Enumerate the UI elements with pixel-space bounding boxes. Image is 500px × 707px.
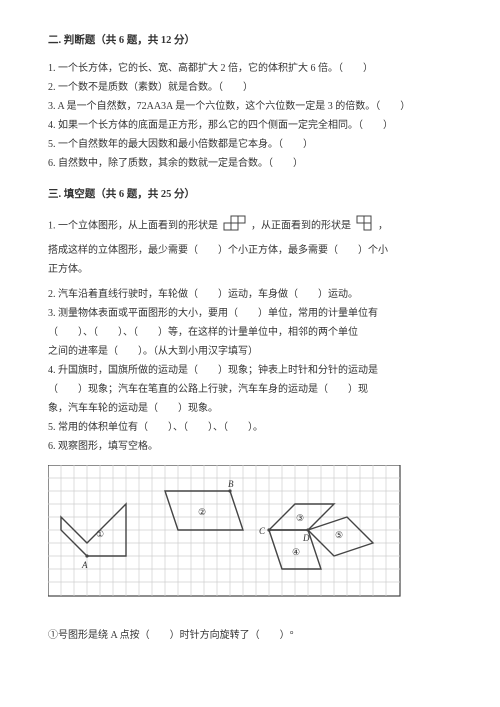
footer-question: ①号图形是绕 A 点按（ ）时针方向旋转了（ ）° xyxy=(48,627,452,644)
s2-q5: 5. 一个自然数年的最大因数和最小倍数都是它本身。（ ） xyxy=(48,136,452,153)
s3-q3a: 3. 测量物体表面或平面图形的大小，要用（ ）单位，常用的计量单位有 xyxy=(48,305,452,322)
s3-q1-line1: 1. 一个立体图形，从上面看到的形状是 ，从正面看到的形状是 xyxy=(48,214,452,238)
svg-text:⑤: ⑤ xyxy=(335,530,343,540)
s3-q1-line3: 正方体。 xyxy=(48,261,452,278)
svg-text:A: A xyxy=(81,560,88,570)
s3-q4c: 象，汽车车轮的运动是（ ）现象。 xyxy=(48,400,452,417)
svg-text:C: C xyxy=(259,526,266,536)
s3-q2: 2. 汽车沿着直线行驶时，车轮做（ ）运动，车身做（ ）运动。 xyxy=(48,286,452,303)
grid-svg: A B C D ① ② ③ ④ ⑤ xyxy=(48,465,408,603)
s3-q6: 6. 观察图形，填写空格。 xyxy=(48,438,452,455)
section-fill: 三. 填空题（共 6 题，共 25 分） 1. 一个立体图形，从上面看到的形状是… xyxy=(48,186,452,644)
shape-top-view-icon xyxy=(223,214,247,238)
s3-q1c: ， xyxy=(378,220,388,231)
s3-q3c: 之间的进率是（ ）。（从大到小用汉字填写） xyxy=(48,343,452,360)
s3-q1-line2: 搭成这样的立体图形，最少需要（ ）个小正方体，最多需要（ ）个小 xyxy=(48,242,452,259)
section-judgment: 二. 判断题（共 6 题，共 12 分） 1. 一个长方体，它的长、宽、高都扩大… xyxy=(48,32,452,172)
s3-q4a: 4. 升国旗时，国旗所做的运动是（ ）现象；钟表上时针和分针的运动是 xyxy=(48,362,452,379)
s3-q1a: 1. 一个立体图形，从上面看到的形状是 xyxy=(48,220,218,231)
s2-q4: 4. 如果一个长方体的底面是正方形，那么它的四个侧面一定完全相同。（ ） xyxy=(48,117,452,134)
s3-q1b: ，从正面看到的形状是 xyxy=(251,220,351,231)
s2-q1: 1. 一个长方体，它的长、宽、高都扩大 2 倍，它的体积扩大 6 倍。（ ） xyxy=(48,60,452,77)
s2-q2: 2. 一个数不是质数（素数）就是合数。（ ） xyxy=(48,79,452,96)
svg-text:④: ④ xyxy=(292,547,300,557)
s2-q3: 3. A 是一个自然数，72AA3A 是一个六位数，这个六位数一定是 3 的倍数… xyxy=(48,98,452,115)
s3-q5: 5. 常用的体积单位有（ ）、（ ）、（ ）。 xyxy=(48,419,452,436)
svg-text:③: ③ xyxy=(296,513,304,523)
s3-q3b: （ ）、（ ）、（ ）等，在这样的计量单位中，相邻的两个单位 xyxy=(48,324,452,341)
section2-title: 二. 判断题（共 6 题，共 12 分） xyxy=(48,32,452,50)
grid-figure: A B C D ① ② ③ ④ ⑤ xyxy=(48,465,452,609)
svg-text:B: B xyxy=(228,479,234,489)
section3-title: 三. 填空题（共 6 题，共 25 分） xyxy=(48,186,452,204)
s2-q6: 6. 自然数中，除了质数，其余的数就一定是合数。（ ） xyxy=(48,155,452,172)
s3-q4b: （ ）现象；汽车在笔直的公路上行驶，汽车车身的运动是（ ）现 xyxy=(48,381,452,398)
svg-text:②: ② xyxy=(198,507,206,517)
svg-text:①: ① xyxy=(96,529,104,539)
shape-front-view-icon xyxy=(356,214,374,238)
svg-text:D: D xyxy=(302,533,310,543)
